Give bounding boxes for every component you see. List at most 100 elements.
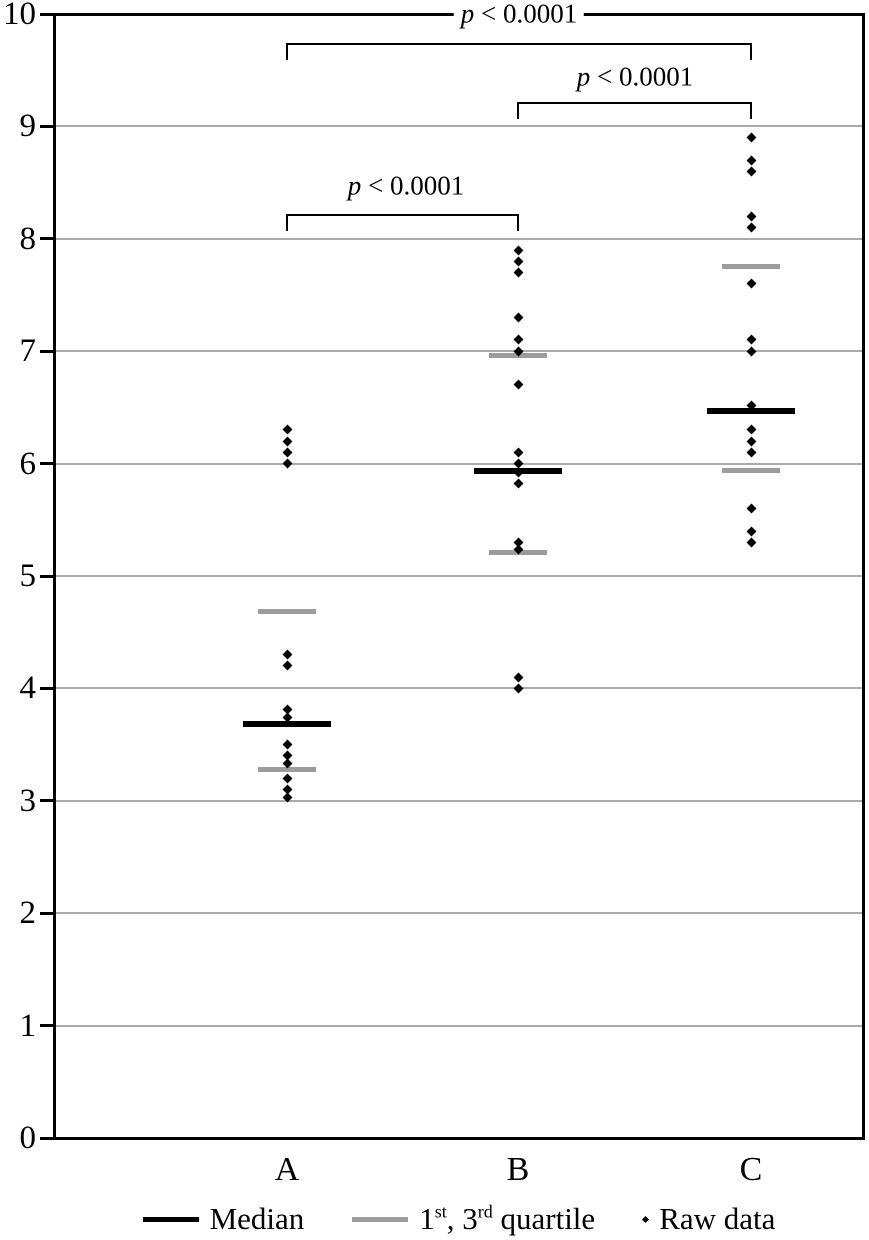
legend-quartile-part2: , 3 — [446, 1201, 478, 1236]
legend-raw-data-label: Raw data — [659, 1201, 776, 1236]
y-axis-tick-1 — [40, 1024, 53, 1028]
y-axis-label-5: 5 — [19, 558, 37, 594]
raw-data-point-B-7 — [513, 447, 523, 458]
raw-data-point-B-1 — [513, 256, 523, 267]
q3-bar-C — [722, 264, 780, 270]
legend: Median 1st, 3rd quartile Raw data — [53, 1198, 865, 1240]
raw-data-point-C-1 — [746, 155, 756, 166]
y-axis-label-1: 1 — [19, 1007, 37, 1044]
q1-bar-C — [722, 467, 780, 473]
raw-data-point-A-4 — [282, 649, 292, 660]
x-axis-label-C: C — [739, 1151, 763, 1188]
raw-data-point-B-2 — [513, 267, 523, 278]
p-value-label-B-C: p < 0.0001 — [576, 61, 694, 92]
raw-data-point-C-4 — [746, 222, 756, 233]
raw-data-point-A-0 — [282, 424, 292, 435]
x-axis-label-B: B — [506, 1151, 530, 1188]
median-bar-C — [707, 407, 795, 414]
raw-data-point-A-1 — [282, 436, 292, 447]
raw-data-point-C-10 — [746, 436, 756, 447]
legend-quartile-sup1: st — [434, 1201, 447, 1222]
p-value-variable: p — [347, 170, 362, 201]
plot-frame-right — [862, 12, 865, 1140]
raw-data-point-C-7 — [746, 346, 756, 357]
raw-data-point-C-0 — [746, 132, 756, 143]
y-axis-label-7: 7 — [19, 333, 37, 370]
legend-item-median: Median — [142, 1201, 305, 1237]
raw-data-point-A-2 — [282, 447, 292, 458]
raw-data-point-B-10 — [513, 478, 523, 489]
significance-bracket-A-B — [286, 214, 519, 231]
y-axis-label-10: 10 — [3, 0, 36, 32]
y-axis-label-0: 0 — [19, 1120, 37, 1156]
legend-item-quartile: 1st, 3rd quartile — [352, 1201, 595, 1237]
raw-data-point-B-3 — [513, 312, 523, 323]
p-value-variable: p — [576, 61, 591, 92]
y-axis-label-8: 8 — [19, 220, 37, 257]
y-axis-tick-0 — [40, 1136, 53, 1140]
gridline-y4 — [56, 687, 862, 690]
y-axis-tick-3 — [40, 799, 53, 803]
y-axis-tick-9 — [40, 124, 53, 128]
y-axis-label-9: 9 — [19, 108, 37, 145]
raw-data-point-B-4 — [513, 335, 523, 345]
y-axis-tick-8 — [40, 237, 53, 241]
gridline-y6 — [56, 462, 862, 465]
p-value-label-A-B: p < 0.0001 — [347, 170, 465, 201]
raw-data-point-A-3 — [282, 458, 292, 469]
raw-data-point-B-13 — [513, 672, 523, 683]
raw-data-point-A-5 — [282, 660, 292, 671]
gridline-y9 — [56, 125, 862, 128]
raw-data-point-C-2 — [746, 166, 756, 177]
legend-quartile-sup2: rd — [477, 1201, 493, 1222]
y-axis-tick-2 — [40, 911, 53, 915]
q1-bar-A — [258, 766, 316, 772]
y-axis-tick-5 — [40, 574, 53, 578]
raw-data-diamond-symbol — [642, 1215, 650, 1223]
y-axis-label-2: 2 — [19, 895, 37, 932]
p-value-label-A-C: p < 0.0001 — [453, 0, 585, 30]
median-bar-A — [243, 721, 331, 728]
raw-data-point-C-11 — [746, 447, 756, 458]
median-line-symbol — [142, 1216, 199, 1222]
raw-data-point-C-3 — [746, 211, 756, 222]
gridline-y1 — [56, 1024, 862, 1027]
raw-data-point-C-12 — [746, 503, 756, 514]
gridline-y8 — [56, 237, 862, 240]
raw-data-point-C-6 — [746, 335, 756, 345]
raw-data-point-A-11 — [282, 773, 292, 784]
gridline-y7 — [56, 350, 862, 353]
raw-data-point-C-5 — [746, 278, 756, 289]
plot-frame-left — [53, 12, 56, 1140]
x-axis-label-A: A — [274, 1151, 300, 1188]
legend-quartile-label: 1st, 3rd quartile — [419, 1201, 595, 1237]
raw-data-point-C-14 — [746, 537, 756, 548]
y-axis-tick-6 — [40, 462, 53, 466]
raw-data-point-C-9 — [746, 424, 756, 435]
gridline-y3 — [56, 799, 862, 802]
legend-quartile-part3: quartile — [492, 1201, 596, 1236]
legend-item-raw-data: Raw data — [642, 1201, 776, 1237]
y-axis-tick-4 — [40, 686, 53, 690]
significance-bracket-A-C — [286, 43, 752, 60]
y-axis-label-6: 6 — [19, 445, 37, 482]
raw-data-point-B-0 — [513, 245, 523, 255]
legend-median-label: Median — [209, 1201, 305, 1236]
raw-data-point-C-13 — [746, 526, 756, 536]
plot-frame-bottom — [53, 1136, 865, 1140]
significance-bracket-B-C — [517, 102, 752, 119]
legend-quartile-part1: 1 — [419, 1201, 435, 1236]
gridline-y2 — [56, 912, 862, 915]
raw-data-point-B-14 — [513, 683, 523, 694]
raw-data-point-A-8 — [282, 739, 292, 750]
quartile-line-symbol — [352, 1216, 409, 1222]
y-axis-label-4: 4 — [19, 670, 37, 707]
p-value-variable: p — [460, 0, 475, 29]
q3-bar-A — [258, 609, 316, 615]
y-axis-tick-7 — [40, 349, 53, 353]
y-axis-tick-10 — [40, 12, 53, 16]
gridline-y5 — [56, 575, 862, 577]
y-axis-label-3: 3 — [19, 782, 37, 819]
raw-data-point-B-6 — [513, 379, 523, 390]
